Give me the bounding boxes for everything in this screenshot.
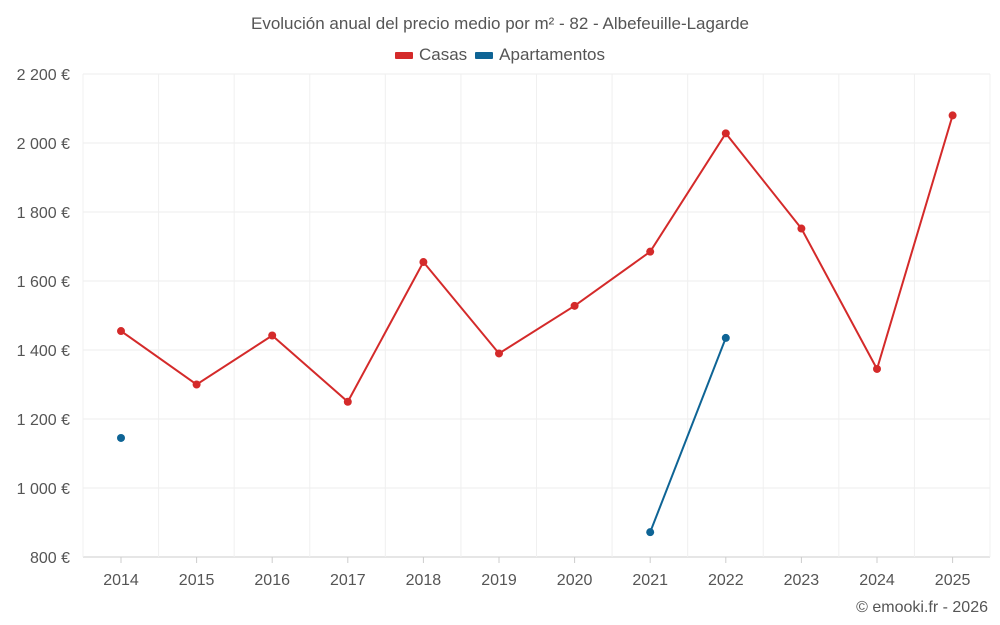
y-tick-label: 1 200 € — [17, 412, 70, 429]
x-tick-label: 2019 — [481, 572, 517, 589]
data-point-apartamentos — [117, 433, 125, 442]
chart-legend: Casas Apartamentos — [0, 45, 1000, 65]
data-point-casas — [192, 380, 201, 389]
data-point-casas — [419, 258, 428, 267]
data-point-casas — [646, 247, 655, 256]
y-tick-label: 1 400 € — [17, 343, 70, 360]
x-tick-label: 2024 — [859, 572, 895, 589]
chart-title: Evolución anual del precio medio por m² … — [250, 14, 749, 33]
y-tick-label: 800 € — [30, 550, 70, 567]
y-tick-label: 1 000 € — [17, 481, 70, 498]
y-tick-label: 1 800 € — [17, 205, 70, 222]
copyright-footer: © emooki.fr - 2026 — [856, 599, 988, 616]
data-point-casas — [570, 301, 579, 310]
y-tick-label: 2 200 € — [17, 67, 70, 84]
data-point-casas — [873, 364, 881, 373]
x-tick-label: 2016 — [254, 572, 290, 589]
x-tick-label: 2015 — [179, 572, 215, 589]
x-tick-label: 2021 — [632, 572, 668, 589]
x-tick-label: 2025 — [935, 572, 971, 589]
x-tick-label: 2018 — [406, 572, 442, 589]
data-point-casas — [268, 331, 277, 340]
data-point-apartamentos — [721, 333, 730, 342]
x-tick-label: 2017 — [330, 572, 366, 589]
x-tick-label: 2023 — [784, 572, 820, 589]
legend-item-casas[interactable]: Casas — [394, 45, 468, 65]
series-line-casas — [120, 115, 954, 404]
x-tick-label: 2022 — [708, 572, 744, 589]
data-point-apartamentos — [646, 528, 655, 537]
x-tick-label: 2014 — [103, 572, 139, 589]
y-tick-label: 1 600 € — [17, 274, 70, 291]
y-tick-label: 2 000 € — [17, 136, 70, 153]
legend-label-apartamentos: Apartamentos — [499, 45, 606, 64]
data-point-casas — [343, 397, 352, 406]
data-point-casas — [797, 224, 806, 233]
legend-swatch-casas — [394, 51, 413, 59]
legend-label-casas: Casas — [418, 45, 468, 64]
legend-swatch-apartamentos — [475, 51, 494, 59]
data-point-casas — [721, 129, 730, 138]
data-point-casas — [948, 111, 957, 120]
x-tick-label: 2020 — [557, 572, 593, 589]
series-line-apartamentos — [649, 337, 727, 533]
data-point-casas — [117, 327, 125, 336]
legend-item-apartamentos[interactable]: Apartamentos — [475, 45, 605, 65]
data-point-casas — [495, 349, 503, 358]
